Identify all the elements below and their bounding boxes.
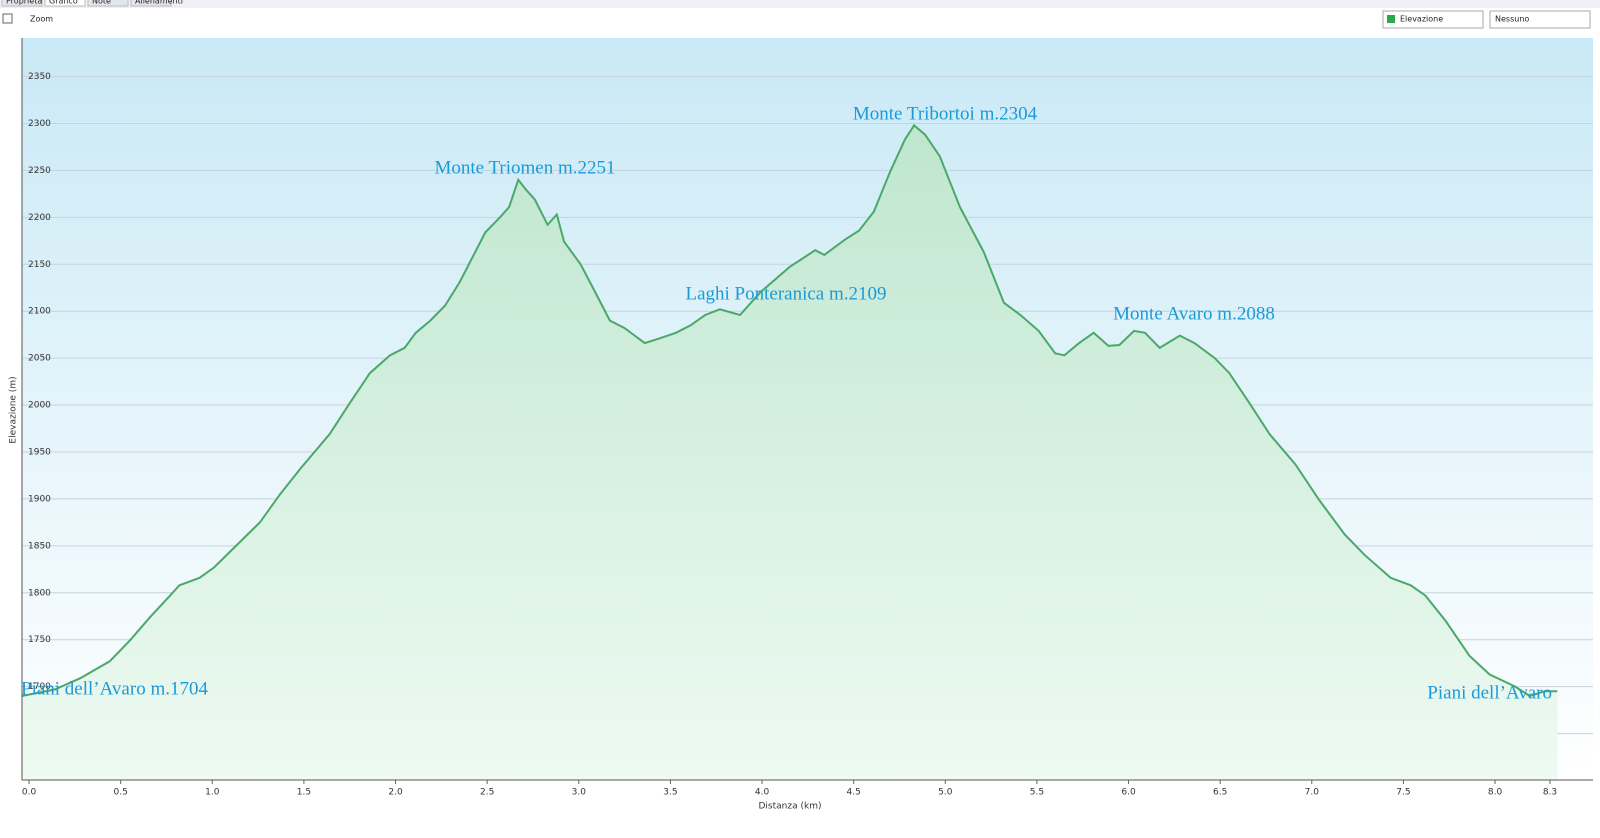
x-tick-label: 8.3 xyxy=(1543,788,1557,798)
tab[interactable] xyxy=(44,0,86,7)
area-fill xyxy=(21,125,1558,781)
tab[interactable] xyxy=(1,0,43,7)
second-dropdown-label: Nessuno xyxy=(1495,15,1529,24)
peak-annotation: Laghi Ponteranica m.2109 xyxy=(685,283,886,304)
y-tick-label: 2150 xyxy=(28,260,51,270)
tab-label: Proprietà xyxy=(6,0,42,6)
y-tick-label: 2350 xyxy=(28,72,51,82)
peak-annotation: Piani dell’Avaro xyxy=(1427,682,1552,703)
tab[interactable] xyxy=(130,0,172,7)
x-tick-label: 6.5 xyxy=(1213,788,1227,798)
y-tick-label: 1700 xyxy=(28,682,51,692)
y-tick-label: 1800 xyxy=(28,588,51,598)
y-tick-label: 2000 xyxy=(28,401,51,411)
x-tick-label: 2.0 xyxy=(388,788,403,798)
y-tick-label: 2050 xyxy=(28,354,51,364)
x-tick-label: 0.0 xyxy=(22,788,37,798)
second-dropdown[interactable] xyxy=(1489,10,1591,29)
x-tick-label: 3.0 xyxy=(572,788,587,798)
x-tick-label: 3.5 xyxy=(663,788,677,798)
y-tick-label: 1850 xyxy=(28,541,51,551)
tab-bar xyxy=(0,0,1600,8)
peak-annotation: Monte Triomen m.2251 xyxy=(434,157,615,178)
y-axis-title: Elevazione (m) xyxy=(9,376,19,443)
peak-annotation: Piani dell’Avaro m.1704 xyxy=(21,678,208,699)
x-tick-label: 5.5 xyxy=(1030,788,1044,798)
y-tick-label: 1950 xyxy=(28,447,51,457)
series-dropdown-label: Elevazione xyxy=(1400,15,1443,24)
zoom-label[interactable]: Zoom xyxy=(30,15,53,24)
x-tick-label: 0.5 xyxy=(113,788,127,798)
tab-label: Allenamenti xyxy=(135,0,183,6)
x-tick-label: 7.0 xyxy=(1305,788,1320,798)
zoom-checkbox[interactable] xyxy=(2,13,13,24)
x-tick-label: 4.5 xyxy=(846,788,860,798)
peak-annotation: Monte Avaro m.2088 xyxy=(1113,303,1275,324)
tab[interactable] xyxy=(87,0,129,7)
x-tick-label: 1.5 xyxy=(297,788,311,798)
y-tick-label: 2250 xyxy=(28,166,51,176)
y-tick-label: 2100 xyxy=(28,307,51,317)
x-tick-label: 2.5 xyxy=(480,788,494,798)
peak-annotation: Monte Tribortoi m.2304 xyxy=(853,103,1038,124)
x-tick-label: 5.0 xyxy=(938,788,953,798)
y-tick-label: 1750 xyxy=(28,635,51,645)
x-tick-label: 8.0 xyxy=(1488,788,1503,798)
series-swatch xyxy=(1387,15,1395,23)
x-axis-title: Distanza (km) xyxy=(759,802,822,812)
tab-label: Grafico xyxy=(49,0,78,6)
tab-label: Note xyxy=(92,0,111,6)
y-tick-label: 2200 xyxy=(28,213,51,223)
x-tick-label: 4.0 xyxy=(755,788,770,798)
x-tick-label: 6.0 xyxy=(1121,788,1136,798)
x-tick-label: 7.5 xyxy=(1396,788,1410,798)
y-tick-label: 1900 xyxy=(28,494,51,504)
y-tick-label: 2300 xyxy=(28,119,51,129)
series-dropdown[interactable] xyxy=(1382,10,1484,29)
elevation-line xyxy=(21,123,1558,698)
x-tick-label: 1.0 xyxy=(205,788,220,798)
tabs: Proprietà Grafico Note Allenamenti xyxy=(1,0,183,7)
